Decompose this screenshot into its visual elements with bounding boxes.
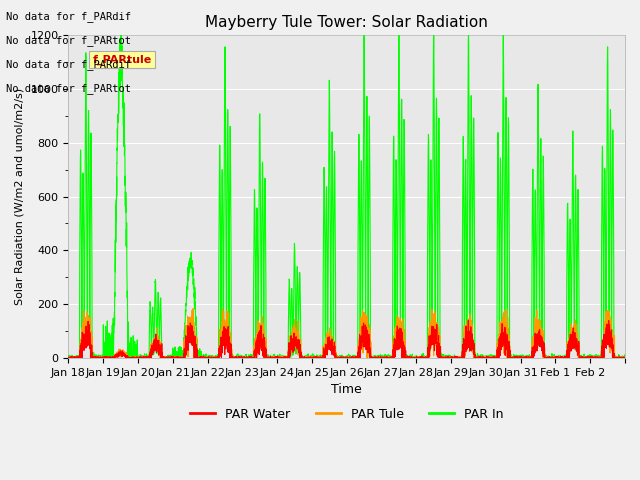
Y-axis label: Solar Radiation (W/m2 and umol/m2/s): Solar Radiation (W/m2 and umol/m2/s) — [15, 88, 25, 305]
X-axis label: Time: Time — [332, 383, 362, 396]
Text: No data for f_PARtot: No data for f_PARtot — [6, 83, 131, 94]
Text: f_PARtule: f_PARtule — [93, 54, 152, 65]
Title: Mayberry Tule Tower: Solar Radiation: Mayberry Tule Tower: Solar Radiation — [205, 15, 488, 30]
Text: No data for f_PARdif: No data for f_PARdif — [6, 59, 131, 70]
Text: No data for f_PARtot: No data for f_PARtot — [6, 35, 131, 46]
Text: No data for f_PARdif: No data for f_PARdif — [6, 11, 131, 22]
Legend: PAR Water, PAR Tule, PAR In: PAR Water, PAR Tule, PAR In — [186, 403, 508, 426]
